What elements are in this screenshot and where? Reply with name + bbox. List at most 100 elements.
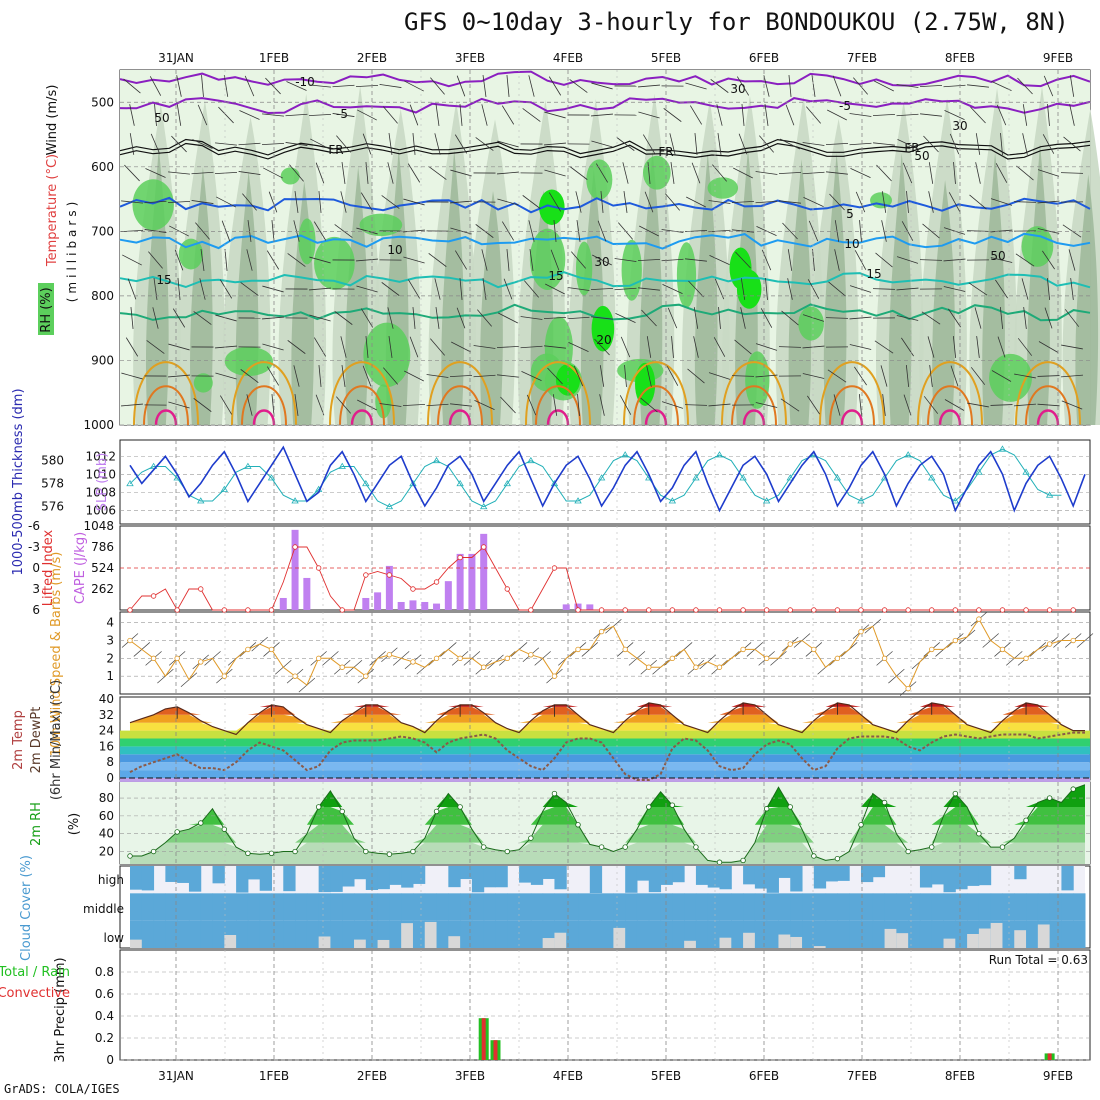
isotherm-25 xyxy=(133,361,199,426)
wind-barb xyxy=(637,258,661,262)
cloud-low-gap xyxy=(554,932,567,948)
wind-barb xyxy=(356,227,378,235)
wind-barb xyxy=(521,371,542,381)
wind-barb xyxy=(496,345,520,349)
cloud-high xyxy=(589,866,603,894)
rh-fill-humid-core xyxy=(580,169,604,425)
wind-barb xyxy=(599,365,605,387)
wind-barb xyxy=(1063,136,1081,152)
cloud-low xyxy=(908,920,921,948)
rh-line-point xyxy=(999,844,1006,850)
wind-barb xyxy=(686,196,706,208)
isotherm-25 xyxy=(231,361,297,426)
wind-speed-line-point xyxy=(339,664,345,670)
wind-barb xyxy=(168,401,190,409)
wind-barb xyxy=(544,111,566,119)
wind-barb xyxy=(174,249,184,271)
wind-barb xyxy=(501,221,515,241)
cloud-high xyxy=(825,866,838,882)
wind-barb xyxy=(897,139,918,149)
wind-barb xyxy=(501,105,515,125)
wind-barb xyxy=(176,75,182,97)
wind-barb xyxy=(854,366,867,386)
cloud-high xyxy=(259,866,272,891)
wind-barb xyxy=(240,369,259,383)
lifted-index-line-point xyxy=(363,572,369,578)
rh-fill-humid-core xyxy=(1027,143,1050,426)
wind-barb xyxy=(219,279,233,299)
lifted-index-line-point xyxy=(551,565,558,571)
wind-barb xyxy=(590,287,614,291)
cape-bar xyxy=(374,592,382,610)
wind-barb xyxy=(1014,403,1036,407)
wind-barb xyxy=(428,166,447,180)
wind-speed-line-point xyxy=(598,628,605,635)
cloud-middle xyxy=(566,893,579,921)
cloud-middle xyxy=(1014,893,1027,921)
wind-barb xyxy=(355,84,379,88)
wind-barb xyxy=(903,394,912,416)
cloud-middle xyxy=(1002,893,1015,921)
y-tick-pressure: 1000 xyxy=(83,418,114,432)
wind-speed-line-point xyxy=(433,655,440,662)
wind-barb xyxy=(552,394,558,416)
wind-barb xyxy=(882,394,886,416)
wind-barb xyxy=(880,365,888,387)
cloud-low xyxy=(707,920,721,948)
wind-barb xyxy=(177,278,181,300)
wind-barb xyxy=(426,403,449,407)
temp-band xyxy=(120,778,1090,782)
wind-barb xyxy=(1042,134,1055,154)
lifted-index-line-point xyxy=(174,607,180,613)
wind-speed-line-point xyxy=(999,646,1006,653)
cloud-middle xyxy=(684,893,697,921)
wind-barb xyxy=(919,84,943,88)
cloud-low-gap xyxy=(401,923,414,948)
cloud-low xyxy=(660,920,673,948)
wind-barb xyxy=(991,370,1012,382)
lifted-index-line-point xyxy=(1023,607,1029,613)
wind-barb xyxy=(573,365,584,387)
wind-barb xyxy=(1061,400,1083,410)
legend-total-rain: Total / Rain xyxy=(0,965,70,980)
wind-barb xyxy=(782,222,798,240)
wind-barb xyxy=(266,250,280,270)
wind-speed-line-point xyxy=(1046,641,1053,647)
cloud-middle xyxy=(141,893,155,921)
wind-barb xyxy=(665,193,680,211)
cloud-high xyxy=(247,866,261,880)
wind-barb xyxy=(388,133,393,155)
cloud-low-gap xyxy=(684,940,697,948)
wind-barb xyxy=(522,108,541,122)
lifted-index-line-point xyxy=(858,607,864,613)
wind-barb xyxy=(756,226,777,236)
wind-barb xyxy=(434,133,441,155)
rh-fill-saturated xyxy=(1021,226,1054,267)
rh-fill-saturated xyxy=(314,236,355,290)
lifted-index-line-point xyxy=(952,607,959,613)
cloud-middle xyxy=(436,893,449,921)
wind-barb xyxy=(778,171,802,175)
wind-barb xyxy=(520,345,543,349)
cloud-low-gap xyxy=(224,935,237,948)
wind-barb xyxy=(855,191,866,213)
rh-line-point xyxy=(622,844,628,850)
contour-label: FR xyxy=(328,143,343,157)
wind-barb xyxy=(553,220,557,242)
wind-speed-line-point xyxy=(245,646,251,653)
wind-barb xyxy=(943,84,966,88)
wind-barb xyxy=(120,229,144,233)
cloud-middle xyxy=(825,893,838,921)
wind-barb xyxy=(1061,344,1083,350)
wind-barb xyxy=(356,258,378,262)
wind-barb xyxy=(849,344,872,350)
isotherm-35 xyxy=(938,409,962,426)
date-label-top: 7FEB xyxy=(847,51,877,65)
wind-barb xyxy=(687,368,705,384)
isotherm-25 xyxy=(819,361,885,426)
wind-barb xyxy=(788,75,792,97)
wind-speed-line-point xyxy=(763,655,770,662)
wind-barb xyxy=(246,394,253,416)
wind-barb xyxy=(340,191,347,213)
wind-barb xyxy=(591,316,613,320)
